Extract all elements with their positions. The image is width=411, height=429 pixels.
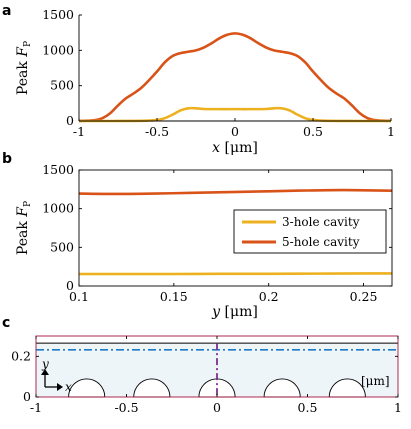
panel-a-xlabel: x [μm]: [212, 140, 258, 156]
panel-c-xtick-label-1: -0.5: [114, 400, 138, 415]
panel-c-unit-label: [μm]: [361, 374, 390, 388]
glyph-x-arrowhead: [57, 383, 63, 391]
coordinate-axes-glyph: y x: [41, 357, 72, 394]
panel-a: -1 -0.5 0 0.5 1 0 500 1000 1500 Peak FP x [μm]: [15, 7, 395, 156]
panel-a-series-line-1: [78, 106, 392, 123]
panel-letter-b: b: [2, 151, 12, 167]
panel-a-ytick-label-2: 1000: [42, 42, 74, 57]
panel-letter-a: a: [2, 3, 11, 19]
glyph-y-label: y: [41, 357, 49, 371]
legend-label-5-hole: 5-hole cavity: [282, 235, 360, 249]
panel-c-xtick-label-2: 0: [213, 400, 221, 415]
panel-a-xtick-label-2: 0: [231, 124, 239, 139]
panel-b-ticks: 0.1 0.15 0.2 0.25 0 500 1000 1500: [42, 162, 392, 304]
panel-a-ytick-label-0: 0: [66, 113, 74, 128]
panel-b: 0.1 0.15 0.2 0.25 0 500 1000 1500 Peak FP y [μm…: [15, 162, 393, 320]
panel-b-xtick-label-3: 0.25: [350, 289, 378, 304]
panel-a-xtick-label-0: -1: [73, 124, 85, 139]
panel-c-content: [36, 342, 398, 398]
air-hole-2: [198, 378, 236, 398]
panel-b-xlabel: y [μm]: [211, 304, 258, 320]
panel-b-legend: 3-hole cavity 5-hole cavity: [233, 209, 387, 254]
glyph-x-label: x: [65, 380, 72, 394]
panel-b-ytick-label-2: 1000: [42, 201, 74, 216]
panel-c-ytick-label-0: 0: [23, 389, 31, 404]
panel-letter-c: c: [2, 315, 10, 331]
panel-b-series-group: [78, 188, 393, 276]
panel-c-ytick-label-1: 0.2: [11, 348, 31, 363]
legend-label-3-hole: 3-hole cavity: [282, 215, 360, 229]
panel-a-ylabel: Peak FP: [15, 41, 33, 95]
panel-c-xtick-label-3: 0.5: [298, 400, 318, 415]
panel-b-ylabel: Peak FP: [15, 201, 33, 255]
panel-a-xtick-label-4: 1: [387, 124, 395, 139]
panel-a-series-line-0: [78, 32, 392, 123]
panel-b-ytick-label-0: 0: [66, 278, 74, 293]
panel-a-series-group: [78, 32, 392, 123]
panel-a-ytick-label-3: 1500: [42, 7, 74, 22]
panel-b-xtick-label-2: 0.2: [259, 289, 279, 304]
panel-c-xtick-label-4: 1: [394, 400, 402, 415]
panel-c-xtick-label-0: -1: [30, 400, 42, 415]
panel-b-series-line-0: [79, 272, 393, 276]
panel-a-xtick-label-1: -0.5: [145, 124, 169, 139]
glyph-y-arrowhead: [41, 369, 49, 375]
panel-b-xtick-label-1: 0.15: [160, 289, 188, 304]
panel-a-ticks: -1 -0.5 0 0.5 1 0 500 1000 1500: [42, 7, 395, 139]
panel-c-ticks: -1 -0.5 0 0.5 1 0 0.2: [11, 336, 402, 415]
panel-b-legend-box: [233, 209, 387, 254]
panel-c: -1 -0.5 0 0.5 1 0 0.2 y x [μm]: [11, 335, 402, 415]
air-hole-0: [68, 378, 106, 398]
panel-b-ytick-label-3: 1500: [42, 162, 74, 177]
air-hole-1: [133, 378, 171, 398]
panel-a-ytick-label-1: 500: [50, 78, 74, 93]
panel-b-series-line-1: [78, 188, 393, 196]
air-hole-4: [328, 378, 366, 398]
panel-b-axis-box: [78, 169, 393, 287]
air-hole-3: [263, 378, 301, 398]
panel-b-ytick-label-1: 500: [50, 239, 74, 254]
panel-b-xtick-label-0: 0.1: [69, 289, 89, 304]
panel-a-xtick-label-3: 0.5: [303, 124, 323, 139]
